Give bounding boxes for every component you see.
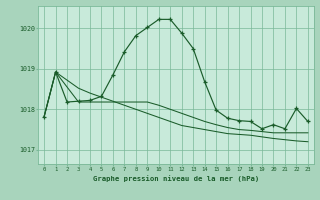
X-axis label: Graphe pression niveau de la mer (hPa): Graphe pression niveau de la mer (hPa) bbox=[93, 175, 259, 182]
